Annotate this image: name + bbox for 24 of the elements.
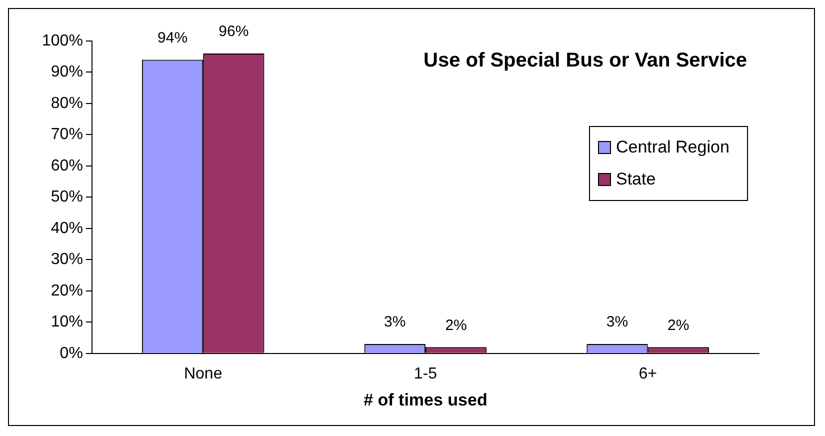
y-tick-label: 40% — [50, 220, 83, 237]
y-tick-label: 10% — [50, 314, 83, 331]
y-tick-label: 80% — [50, 94, 83, 112]
x-axis-title: # of times used — [364, 390, 488, 410]
data-label: 3% — [606, 314, 628, 331]
legend-label: State — [616, 170, 656, 189]
data-label: 3% — [384, 314, 406, 331]
data-label: 94% — [158, 29, 188, 46]
y-tick-label: 30% — [50, 251, 83, 268]
y-tick-label: 20% — [50, 282, 83, 300]
data-label: 2% — [668, 316, 690, 334]
y-tick-label: 60% — [50, 157, 83, 174]
data-label: 96% — [218, 23, 249, 40]
y-tick-label: 50% — [50, 188, 83, 206]
y-tick-label: 100% — [42, 32, 83, 50]
chart-title: Use of Special Bus or Van Service — [424, 50, 747, 72]
x-tick-label: 1-5 — [414, 365, 438, 382]
data-label: 2% — [445, 316, 467, 334]
x-tick-label: 6+ — [638, 365, 657, 382]
x-tick-label: None — [184, 365, 222, 382]
y-tick-label: 0% — [60, 344, 83, 362]
y-tick-label: 70% — [50, 126, 83, 144]
legend-label: Central Region — [616, 138, 730, 157]
y-tick-label: 90% — [50, 64, 83, 81]
